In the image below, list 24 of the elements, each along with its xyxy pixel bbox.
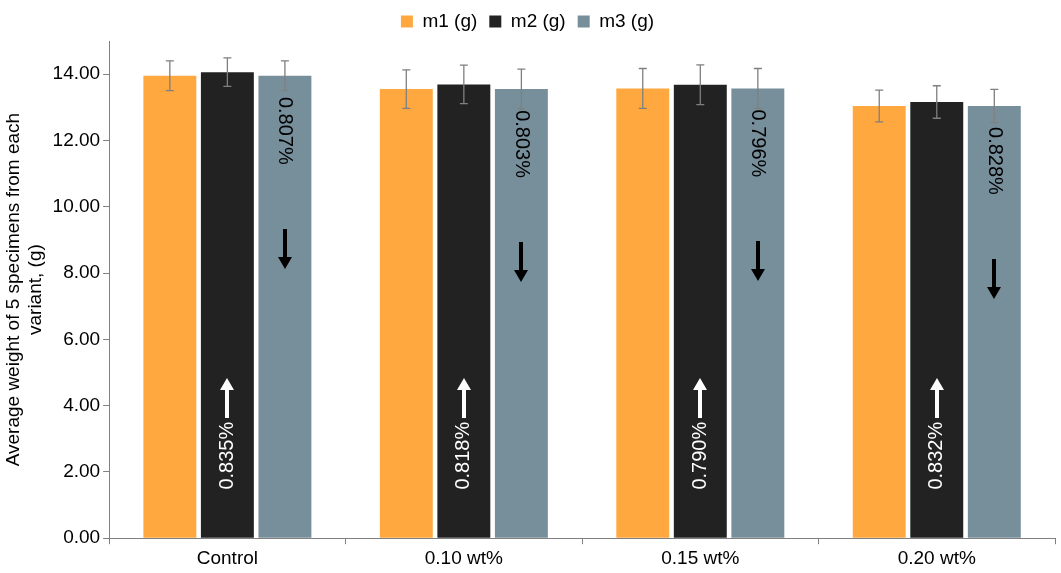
annotation: 0.835% [214, 421, 237, 490]
annotation: 0.790% [687, 421, 710, 490]
annotation: 0.818% [451, 421, 474, 490]
y-tick-label: 12.00 [52, 128, 101, 150]
legend-label: m3 (g) [599, 9, 655, 31]
annotation: 0.832% [924, 421, 947, 490]
y-tick-label: 2.00 [63, 460, 101, 482]
y-tick-label: 8.00 [63, 261, 101, 283]
annotation: 0.807% [275, 96, 298, 165]
annotation: 0.828% [984, 127, 1007, 196]
x-tick-label: 0.15 wt% [661, 546, 740, 568]
y-tick-label: 6.00 [63, 327, 101, 349]
y-tick-label: 0.00 [63, 526, 101, 548]
y-tick-label: 14.00 [52, 62, 101, 84]
annotation: 0.796% [748, 109, 771, 178]
x-tick-label: 0.10 wt% [424, 546, 504, 568]
y-axis-title: Average weight of 5 specimens from each variant, (g) [1, 112, 46, 467]
x-tick-label: 0.20 wt% [897, 546, 976, 568]
y-tick-label: 10.00 [52, 194, 101, 216]
x-tick-label: Control [196, 546, 258, 568]
y-tick-label: 4.00 [63, 393, 101, 415]
legend-label: m1 (g) [422, 9, 478, 31]
annotation: 0.803% [511, 110, 534, 179]
legend-label: m2 (g) [510, 9, 566, 31]
